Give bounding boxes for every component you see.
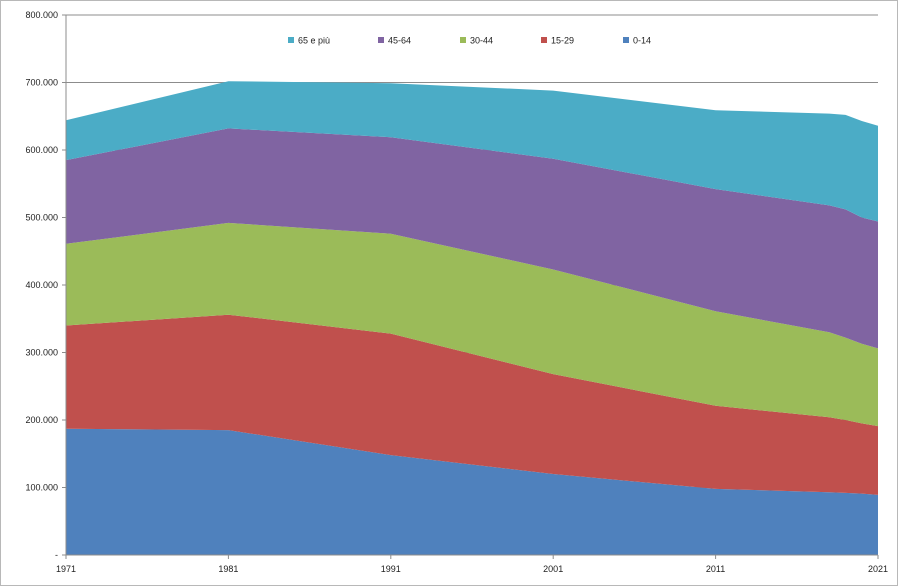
- legend-swatch: [460, 37, 466, 43]
- y-tick-label: 400.000: [25, 280, 58, 290]
- x-tick-label: 1971: [56, 564, 76, 574]
- area-series: [66, 81, 878, 555]
- area-series-65-e-più: [66, 81, 878, 222]
- x-tick-label: 2011: [706, 564, 725, 574]
- legend-item: 45-64: [378, 36, 411, 46]
- legend-label: 0-14: [633, 36, 651, 46]
- legend-swatch: [623, 37, 629, 43]
- legend: 65 e più 45-64 30-44 15-29 0-14: [288, 36, 651, 46]
- legend-label: 65 e più: [298, 36, 330, 46]
- legend-item: 0-14: [623, 36, 651, 46]
- x-tick-label: 2001: [543, 564, 563, 574]
- legend-swatch: [378, 37, 384, 43]
- x-tick-label: 1981: [218, 564, 238, 574]
- area-series-15-29: [66, 314, 878, 495]
- x-tick-label: 1991: [381, 564, 401, 574]
- legend-item: 65 e più: [288, 36, 330, 46]
- legend-item: 15-29: [541, 36, 574, 46]
- y-tick-label: 300.000: [25, 348, 58, 358]
- y-tick-label: 700.000: [25, 78, 58, 88]
- y-tick-label: 100.000: [25, 483, 58, 493]
- legend-swatch: [541, 37, 547, 43]
- axes: - 100.000 200.000 300.000 400.000 500.000 600.…: [25, 10, 888, 574]
- legend-swatch: [288, 37, 294, 43]
- y-tick-label: 800.000: [25, 10, 58, 20]
- legend-label: 30-44: [470, 36, 493, 46]
- legend-item: 30-44: [460, 36, 493, 46]
- y-tick-label: -: [55, 550, 58, 560]
- area-series-0-14: [66, 428, 878, 555]
- y-tick-label: 200.000: [25, 415, 58, 425]
- area-series-45-64: [66, 128, 878, 349]
- area-series-30-44: [66, 222, 878, 427]
- x-tick-label: 2021: [868, 564, 888, 574]
- legend-label: 15-29: [551, 36, 574, 46]
- legend-label: 45-64: [388, 36, 411, 46]
- y-tick-label: 500.000: [25, 213, 58, 223]
- y-tick-label: 600.000: [25, 145, 58, 155]
